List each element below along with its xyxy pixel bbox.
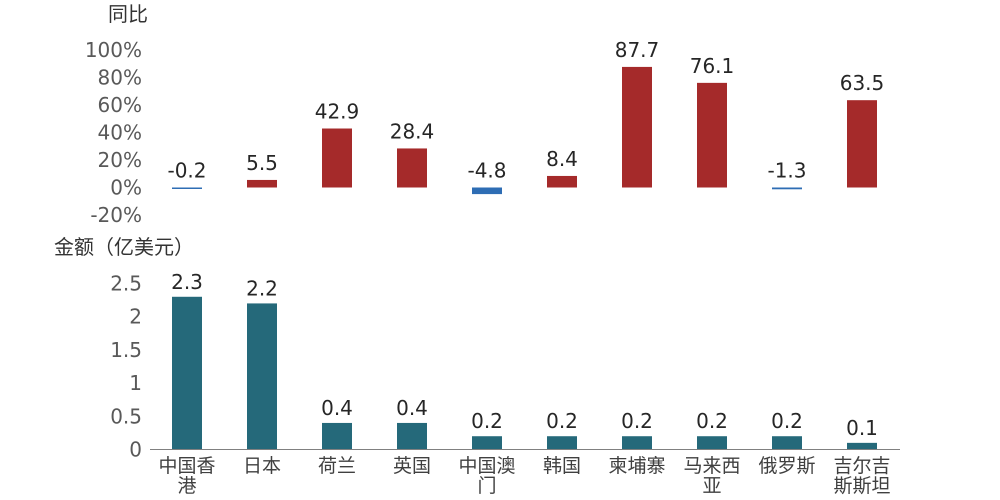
amount-bar xyxy=(397,422,427,450)
amount-bar xyxy=(472,436,502,450)
yoy-bar xyxy=(172,187,202,189)
yoy-bar xyxy=(547,175,577,188)
yoy-bar xyxy=(247,179,277,188)
category-label: 英国 xyxy=(393,455,431,477)
bottom-chart-y-axis-title: 金额（亿美元） xyxy=(54,235,194,259)
yoy-data-label: 42.9 xyxy=(315,100,360,124)
top-y-tick-label: 80% xyxy=(98,66,142,90)
category-label: 吉尔吉斯斯坦 xyxy=(833,455,890,497)
yoy-bar xyxy=(322,128,352,188)
category-label: 中国香港 xyxy=(158,455,215,497)
top-y-tick-label: 100% xyxy=(85,38,142,62)
amount-data-label: 0.4 xyxy=(396,396,428,420)
category-label: 荷兰 xyxy=(318,455,356,477)
amount-data-label: 0.2 xyxy=(696,409,728,433)
yoy-bar xyxy=(847,100,877,188)
bottom-y-tick-label: 0 xyxy=(129,438,142,462)
category-label: 韩国 xyxy=(543,455,581,477)
yoy-data-label: 28.4 xyxy=(390,119,435,143)
yoy-bar xyxy=(622,66,652,188)
top-y-tick-label: -20% xyxy=(90,203,142,227)
top-y-tick-label: 0% xyxy=(110,176,142,200)
amount-data-label: 0.2 xyxy=(471,409,503,433)
amount-data-label: 0.2 xyxy=(771,409,803,433)
category-label: 中国澳门 xyxy=(458,455,515,497)
amount-bar xyxy=(847,442,877,450)
category-label: 日本 xyxy=(243,455,281,477)
yoy-data-label: 76.1 xyxy=(690,54,735,78)
amount-bar xyxy=(547,436,577,450)
bottom-y-tick-label: 2.5 xyxy=(110,272,142,296)
yoy-data-label: -1.3 xyxy=(767,159,806,183)
bottom-y-tick-label: 1 xyxy=(129,371,142,395)
top-y-tick-label: 20% xyxy=(98,148,142,172)
bottom-y-tick-label: 1.5 xyxy=(110,338,142,362)
yoy-bar xyxy=(472,187,502,195)
top-chart-y-axis-title: 同比 xyxy=(108,2,148,26)
bottom-y-tick-label: 2 xyxy=(129,305,142,329)
amount-data-label: 2.3 xyxy=(171,270,203,294)
yoy-bar xyxy=(772,187,802,190)
yoy-bar-chart: 100% 80% 60% 40% 20% 0% -20% -0.2 5.5 42.9 28.4 -4.… xyxy=(85,38,884,227)
amount-data-label: 2.2 xyxy=(246,276,278,300)
amount-data-label: 0.2 xyxy=(621,409,653,433)
yoy-data-label: -4.8 xyxy=(467,159,506,183)
category-label: 马来西亚 xyxy=(683,455,740,497)
amount-data-label: 0.1 xyxy=(846,416,878,440)
yoy-data-label: -0.2 xyxy=(167,159,206,183)
amount-data-label: 0.2 xyxy=(546,409,578,433)
yoy-data-label: 87.7 xyxy=(615,38,660,62)
amount-bar xyxy=(622,436,652,450)
yoy-data-label: 8.4 xyxy=(546,147,578,171)
category-label: 柬埔寨 xyxy=(608,455,665,477)
amount-bar xyxy=(247,303,277,450)
amount-bar xyxy=(322,422,352,450)
amount-bar xyxy=(697,436,727,450)
yoy-data-label: 5.5 xyxy=(246,151,278,175)
amount-bar xyxy=(772,436,802,450)
amount-bar-chart: 2.5 2 1.5 1 0.5 0 2.3 2.2 0.4 0.4 0.2 0.2 0.2 0.2 0.2 0… xyxy=(110,270,900,497)
bottom-y-tick-label: 0.5 xyxy=(110,404,142,428)
category-label: 俄罗斯 xyxy=(758,455,815,477)
top-y-tick-label: 40% xyxy=(98,121,142,145)
amount-data-label: 0.4 xyxy=(321,396,353,420)
amount-bar xyxy=(172,296,202,450)
yoy-bar xyxy=(697,82,727,188)
yoy-bar xyxy=(397,148,427,188)
yoy-data-label: 63.5 xyxy=(840,71,885,95)
top-y-tick-label: 60% xyxy=(98,93,142,117)
